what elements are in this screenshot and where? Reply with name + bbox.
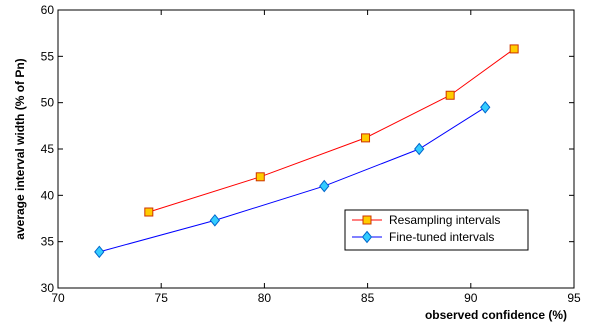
data-point xyxy=(319,179,330,193)
data-point xyxy=(255,172,265,182)
data-point xyxy=(509,44,519,54)
y-tick-label: 40 xyxy=(41,188,55,202)
x-tick-label: 95 xyxy=(567,291,581,305)
data-point xyxy=(480,101,491,114)
x-tick-label: 75 xyxy=(155,291,169,305)
series-1 xyxy=(94,101,491,259)
y-axis-label: average interval width (% of Pn) xyxy=(13,58,27,239)
data-point xyxy=(361,133,371,143)
data-point xyxy=(414,142,425,156)
data-point xyxy=(94,245,105,259)
x-tick-label: 90 xyxy=(464,291,478,305)
legend-label: Resampling intervals xyxy=(389,213,500,227)
data-point xyxy=(144,207,154,217)
series-layer xyxy=(94,44,519,259)
y-tick-label: 30 xyxy=(41,281,55,295)
legend-label: Fine-tuned intervals xyxy=(389,230,494,244)
data-point xyxy=(445,90,455,100)
legend: Resampling intervals Fine-tuned intervals xyxy=(344,209,529,251)
data-point xyxy=(209,214,221,227)
series-0 xyxy=(144,44,519,217)
y-tick-label: 50 xyxy=(41,96,55,110)
legend-marker xyxy=(362,215,372,225)
y-tick-label: 35 xyxy=(41,235,55,249)
y-tick-label: 60 xyxy=(41,3,55,17)
legend-marker xyxy=(361,230,373,244)
x-tick-label: 80 xyxy=(258,291,272,305)
x-tick-label: 70 xyxy=(51,291,65,305)
x-tick-label: 85 xyxy=(361,291,375,305)
y-tick-label: 45 xyxy=(41,142,55,156)
x-axis-label: observed confidence (%) xyxy=(425,308,567,322)
legend-box xyxy=(344,209,529,251)
axis-ticks: 70 75 80 85 90 95 30 35 40 45 50 55 60 xyxy=(41,3,581,305)
y-tick-label: 55 xyxy=(41,49,55,63)
legend-items: Resampling intervals Fine-tuned intervals xyxy=(352,213,500,244)
